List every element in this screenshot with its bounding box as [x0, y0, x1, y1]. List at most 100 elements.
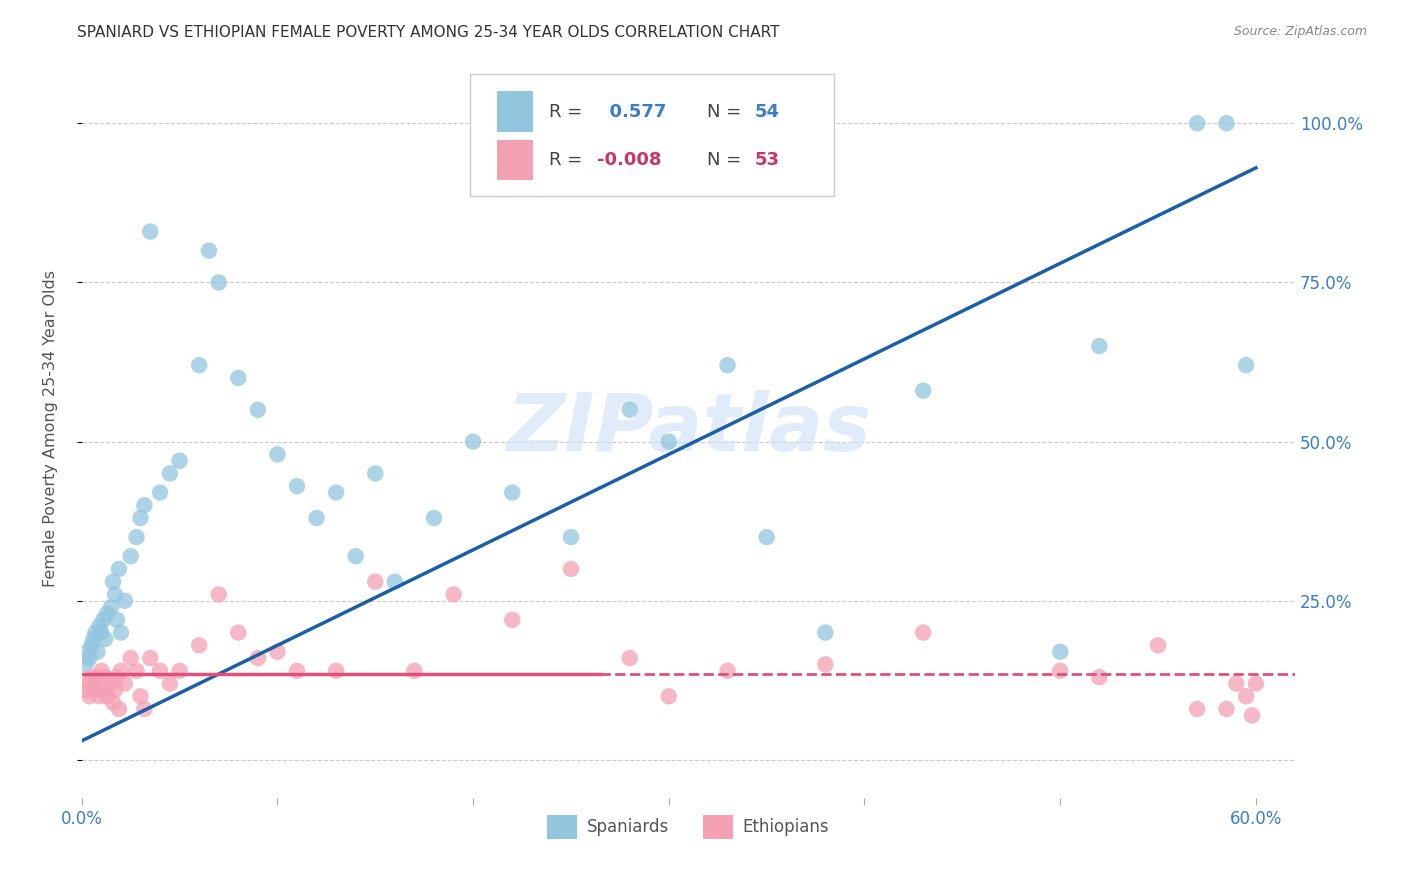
Point [134, 498, 156, 512]
Point [149, 664, 172, 678]
Point [75, 657, 97, 672]
Point [101, 696, 124, 710]
Point [384, 574, 406, 589]
Point [344, 549, 367, 564]
Point [105, 670, 128, 684]
Point [285, 664, 308, 678]
Point [1049, 664, 1071, 678]
Point [96, 607, 118, 621]
Point [169, 453, 191, 467]
Point [188, 358, 211, 372]
Point [79, 651, 101, 665]
Point [208, 276, 231, 290]
Point [501, 613, 523, 627]
Point [104, 587, 127, 601]
Point [560, 562, 582, 576]
Point [79, 690, 101, 704]
Point [110, 625, 132, 640]
Point [1240, 708, 1263, 723]
Point [104, 682, 127, 697]
Point [1225, 676, 1247, 690]
Point [76, 645, 98, 659]
Point [1234, 690, 1257, 704]
Point [76, 676, 98, 690]
Text: 54: 54 [755, 103, 780, 120]
Point [91, 613, 114, 627]
Point [110, 664, 132, 678]
Text: Source: ZipAtlas.com: Source: ZipAtlas.com [1233, 25, 1367, 38]
Point [139, 225, 162, 239]
Point [125, 664, 148, 678]
Text: R =: R = [548, 103, 582, 120]
Point [139, 651, 162, 665]
Point [716, 358, 738, 372]
Point [169, 664, 191, 678]
Point [619, 402, 641, 417]
Point [364, 467, 387, 481]
Point [912, 625, 935, 640]
Point [80, 638, 103, 652]
Point [755, 530, 778, 544]
Y-axis label: Female Poverty Among 25-34 Year Olds: Female Poverty Among 25-34 Year Olds [44, 270, 58, 587]
Point [325, 485, 347, 500]
Point [619, 651, 641, 665]
Point [89, 690, 111, 704]
Point [501, 485, 523, 500]
Point [188, 638, 211, 652]
Point [159, 467, 181, 481]
Point [305, 511, 328, 525]
Point [1088, 339, 1111, 353]
Point [423, 511, 446, 525]
Point [120, 651, 142, 665]
Point [129, 690, 152, 704]
Point [86, 645, 108, 659]
Point [1147, 638, 1170, 652]
Point [94, 632, 117, 646]
Point [560, 530, 582, 544]
Point [84, 625, 107, 640]
Point [84, 676, 107, 690]
Point [94, 670, 117, 684]
Point [100, 600, 122, 615]
Point [129, 511, 152, 525]
Point [105, 613, 128, 627]
Point [912, 384, 935, 398]
Point [658, 690, 681, 704]
Point [1215, 116, 1237, 130]
Point [716, 664, 738, 678]
Point [1185, 702, 1208, 716]
FancyBboxPatch shape [470, 74, 834, 196]
Point [120, 549, 142, 564]
Text: N =: N = [707, 103, 741, 120]
Text: N =: N = [707, 151, 741, 169]
Point [1215, 702, 1237, 716]
Point [461, 434, 484, 449]
Point [149, 485, 172, 500]
Point [82, 682, 104, 697]
Point [125, 530, 148, 544]
Point [364, 574, 387, 589]
Text: SPANIARD VS ETHIOPIAN FEMALE POVERTY AMONG 25-34 YEAR OLDS CORRELATION CHART: SPANIARD VS ETHIOPIAN FEMALE POVERTY AMO… [77, 25, 780, 40]
Text: 53: 53 [755, 151, 780, 169]
Point [658, 434, 681, 449]
Point [226, 371, 249, 385]
Point [198, 244, 221, 258]
Point [134, 702, 156, 716]
Point [1234, 358, 1257, 372]
Text: ZIPatlas: ZIPatlas [506, 390, 870, 468]
Point [96, 690, 118, 704]
Point [246, 651, 269, 665]
FancyBboxPatch shape [496, 92, 533, 132]
FancyBboxPatch shape [496, 140, 533, 180]
Point [89, 619, 111, 633]
Text: R =: R = [548, 151, 582, 169]
Legend: Spaniards, Ethiopians: Spaniards, Ethiopians [540, 808, 837, 846]
Point [108, 562, 131, 576]
Point [114, 676, 136, 690]
Point [285, 479, 308, 493]
Point [159, 676, 181, 690]
Point [814, 625, 837, 640]
Text: -0.008: -0.008 [598, 151, 662, 169]
Point [86, 670, 108, 684]
Point [226, 625, 249, 640]
